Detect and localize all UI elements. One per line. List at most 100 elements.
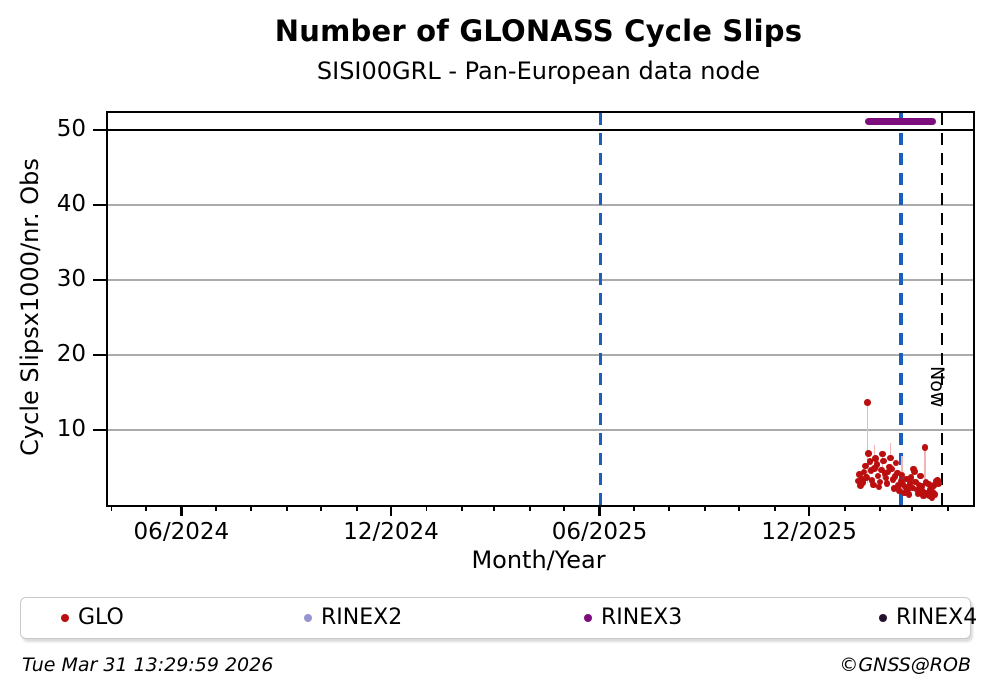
glo-point <box>931 491 939 498</box>
glo-point <box>917 472 924 480</box>
glo-marker-icon <box>61 613 69 622</box>
range-stem <box>901 456 903 475</box>
glo-point <box>862 462 869 470</box>
chart-subtitle: SISI00GRL - Pan-European data node <box>316 57 761 85</box>
gridline-y <box>108 354 973 356</box>
plot-timestamp: Tue Mar 31 13:29:59 2026 <box>22 654 274 676</box>
glo-point <box>871 465 878 472</box>
glo-point <box>872 455 879 462</box>
gridline-y <box>108 204 973 207</box>
x-minor-tick <box>285 505 288 511</box>
event-line <box>899 113 903 505</box>
glo-point <box>895 482 902 489</box>
copyright: ©GNSS@ROB <box>839 654 971 676</box>
now-line-label: Now <box>926 366 948 408</box>
legend-label: RINEX3 <box>601 605 683 630</box>
x-major-tick <box>389 505 393 516</box>
glo-point <box>912 478 919 485</box>
legend-item-rinex4: RINEX4 <box>879 598 977 637</box>
x-minor-tick <box>461 505 463 511</box>
glo-point <box>887 454 894 462</box>
x-minor-tick <box>528 505 531 511</box>
glo-point <box>867 467 875 474</box>
glo-point <box>935 480 942 487</box>
y-tick-label: 50 <box>56 116 86 143</box>
glo-point <box>880 457 887 465</box>
legend-item-rinex2: RINEX2 <box>304 598 402 637</box>
glo-point <box>875 483 883 491</box>
cap-line <box>108 128 973 132</box>
y-tick-label: 30 <box>56 266 86 293</box>
glo-point <box>896 487 903 494</box>
rinex4-marker-icon <box>879 613 887 622</box>
glo-point <box>907 474 915 481</box>
x-tick-label: 12/2024 <box>343 519 439 545</box>
x-minor-tick <box>879 505 882 511</box>
glo-point <box>883 480 891 487</box>
x-minor-tick <box>911 505 914 511</box>
glo-point <box>890 485 898 492</box>
x-minor-tick <box>250 505 253 511</box>
glo-point <box>903 475 910 483</box>
glo-point <box>860 468 868 476</box>
rinex3-marker-icon <box>584 613 592 622</box>
glo-point <box>865 450 872 457</box>
x-minor-tick <box>773 505 776 511</box>
legend-item-rinex3: RINEX3 <box>584 598 682 637</box>
glo-point <box>876 478 884 485</box>
plot-area: 10 20 30 40 50 06/2024 12/2024 06/2025 12/2025 <box>57 111 975 545</box>
y-tick <box>93 203 106 207</box>
glo-point <box>914 490 922 497</box>
glo-point <box>901 489 908 497</box>
x-minor-tick <box>214 505 217 511</box>
glo-point <box>879 450 886 458</box>
x-minor-tick <box>110 505 113 511</box>
rinex2-marker-icon <box>304 613 312 622</box>
glo-point <box>913 486 921 494</box>
glo-point <box>863 474 870 481</box>
glo-point <box>892 459 900 467</box>
glo-point <box>920 492 927 500</box>
glo-point <box>928 494 935 501</box>
x-minor-tick <box>946 505 949 511</box>
glo-point <box>894 469 901 477</box>
glo-point <box>904 486 911 493</box>
x-minor-tick <box>843 505 846 511</box>
glo-point <box>918 483 925 490</box>
y-tick-label: 40 <box>56 191 86 218</box>
x-tick-label: 06/2024 <box>133 519 230 545</box>
x-minor-tick <box>632 505 635 511</box>
range-stem <box>924 447 926 479</box>
glo-point <box>898 471 906 479</box>
glo-point <box>859 479 867 486</box>
glo-point <box>864 399 871 406</box>
glo-point <box>888 465 895 473</box>
glo-point <box>856 471 863 478</box>
glo-point <box>921 444 929 451</box>
x-minor-tick <box>144 505 147 511</box>
glo-point <box>930 482 938 489</box>
glo-point <box>884 468 892 476</box>
y-tick <box>93 278 106 282</box>
x-minor-tick <box>493 505 495 511</box>
gridline-y <box>108 279 973 282</box>
glo-point <box>905 491 913 498</box>
y-tick <box>93 428 106 432</box>
x-minor-tick <box>704 505 706 511</box>
range-stem <box>866 402 869 483</box>
x-minor-tick <box>425 505 428 511</box>
chart-title: Number of GLONASS Cycle Slips <box>274 14 803 48</box>
legend-label: RINEX4 <box>896 605 978 630</box>
glo-point <box>882 474 890 482</box>
x-axis-label: Month/Year <box>471 546 606 574</box>
glo-point <box>881 470 889 477</box>
range-stem <box>889 442 892 458</box>
glo-point <box>874 472 882 480</box>
x-minor-tick <box>563 505 565 511</box>
event-line <box>598 113 603 505</box>
gridline-y <box>108 429 973 431</box>
legend: GLO RINEX2 RINEX3 RINEX4 <box>20 597 977 639</box>
legend-item-glo: GLO <box>61 598 124 637</box>
y-tick <box>93 128 106 132</box>
